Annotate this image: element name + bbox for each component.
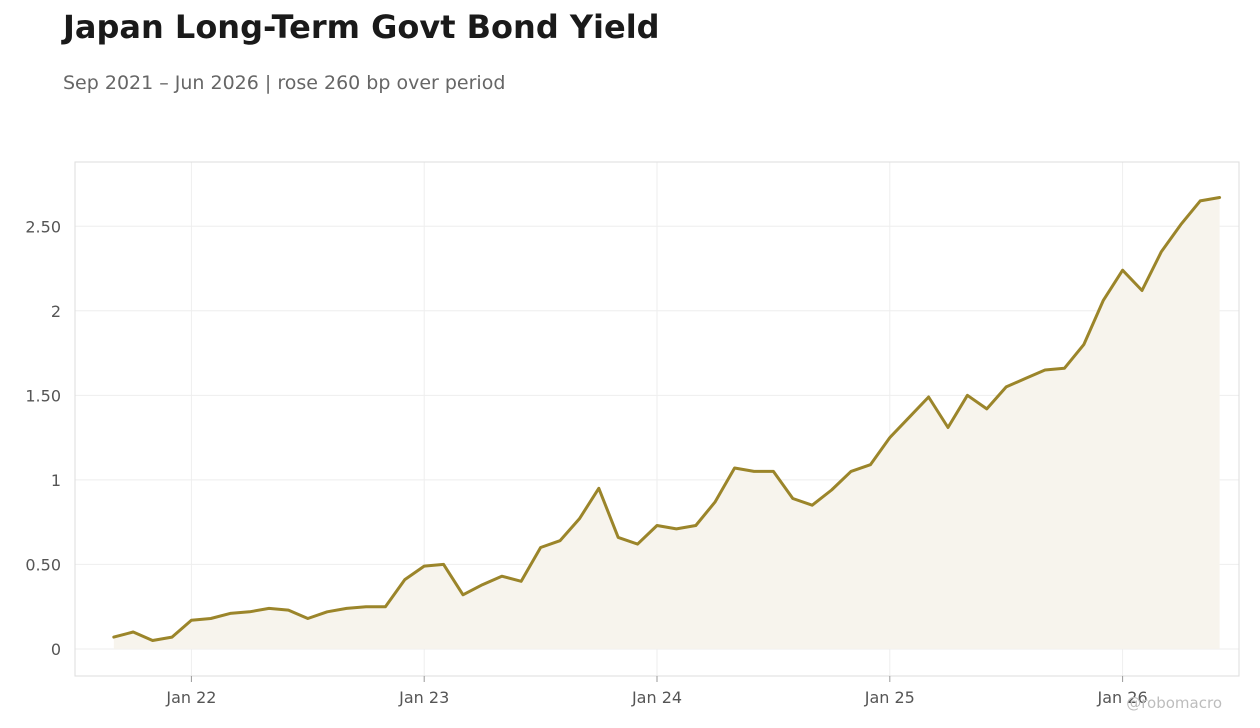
chart-title: Japan Long-Term Govt Bond Yield <box>63 8 660 46</box>
x-tick-label: Jan 26 <box>1097 688 1148 707</box>
y-tick-label: 2.50 <box>25 217 61 236</box>
x-tick-label: Jan 23 <box>398 688 449 707</box>
yield-area-fill <box>113 197 1220 649</box>
y-tick-label: 0 <box>51 640 61 659</box>
watermark: @robomacro <box>1126 694 1222 712</box>
y-tick-label: 1 <box>51 471 61 490</box>
y-tick-label: 1.50 <box>25 386 61 405</box>
x-axis-ticks: Jan 22 Jan 23 Jan 24 Jan 25 Jan 26 <box>165 676 1148 707</box>
y-axis-ticks: 0 0.50 1 1.50 2 2.50 <box>25 217 61 659</box>
x-tick-label: Jan 24 <box>631 688 682 707</box>
x-tick-label: Jan 22 <box>165 688 216 707</box>
chart-subtitle: Sep 2021 – Jun 2026 | rose 260 bp over p… <box>63 72 506 94</box>
yield-series-line <box>112 196 1222 642</box>
x-tick-label: Jan 25 <box>864 688 915 707</box>
y-tick-label: 2 <box>51 302 61 321</box>
y-tick-label: 0.50 <box>25 555 61 574</box>
